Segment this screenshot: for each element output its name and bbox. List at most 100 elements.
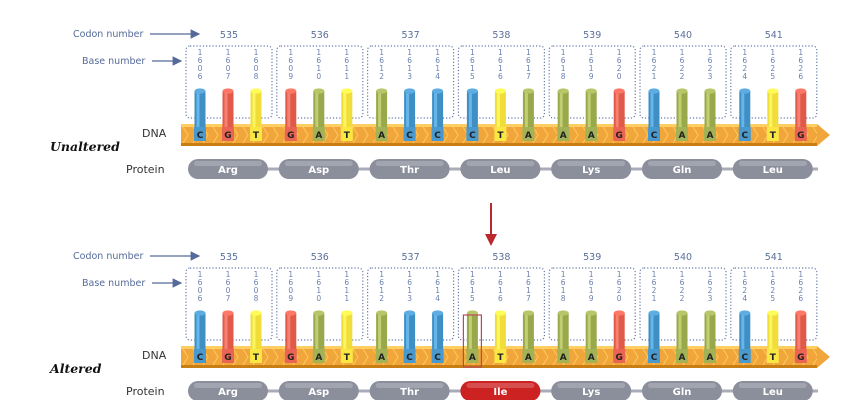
amino-acid-pill-shine xyxy=(557,383,626,388)
base-pin-shine xyxy=(769,91,773,128)
base-pin: 1 6 0 7 G xyxy=(222,270,234,363)
base-block xyxy=(494,349,507,363)
base-pin-top xyxy=(285,88,297,94)
base-pin-body xyxy=(432,91,444,128)
base-letter: A xyxy=(315,131,322,141)
base-pin-shine xyxy=(406,91,410,128)
codon-number: 539 xyxy=(583,252,601,263)
dna-strand-shadow xyxy=(181,143,817,146)
base-pin-top xyxy=(557,310,569,316)
base-pin-shine xyxy=(524,313,528,350)
base-pin-shine xyxy=(287,91,291,128)
base-letter: G xyxy=(616,353,623,363)
base-pin: 1 6 1 5 C xyxy=(466,48,479,141)
base-pin-top xyxy=(557,88,569,94)
amino-acid-label: Leu xyxy=(763,387,783,398)
codon-538: 538 1 6 1 5 A 1 6 1 6 T 1 6 1 7 A Ile xyxy=(457,252,545,400)
base-pin: 1 6 0 6 C xyxy=(194,48,206,141)
dna-strand-shadow xyxy=(181,365,817,368)
base-letter: A xyxy=(378,353,385,363)
base-pin-top xyxy=(795,88,807,94)
state-label: Unaltered xyxy=(50,139,120,154)
dna-strand-tip xyxy=(817,124,830,146)
base-pin-top xyxy=(613,310,625,316)
base-pin-top xyxy=(494,310,506,316)
base-pin: 1 6 1 4 C xyxy=(431,48,444,141)
dna-strand-tip xyxy=(817,346,830,368)
base-pin-body xyxy=(585,91,597,128)
base-block xyxy=(194,127,206,141)
dna-label: DNA xyxy=(142,127,167,140)
base-block xyxy=(704,349,716,363)
base-pin-top xyxy=(341,88,353,94)
codon-536: 536 1 6 0 9 G 1 6 1 0 A 1 6 1 1 T Asp xyxy=(276,30,364,179)
base-pin-shine xyxy=(196,313,200,350)
base-pin-body xyxy=(767,91,779,128)
codon-box xyxy=(276,267,364,341)
codon-535: 535 1 6 0 6 C 1 6 0 7 G 1 6 0 8 T Arg xyxy=(185,30,273,179)
codon-540: 540 1 6 2 1 C 1 6 2 2 A 1 6 2 3 A Gln xyxy=(639,30,727,179)
base-pin-shine xyxy=(378,91,382,128)
base-letter: A xyxy=(560,131,567,141)
base-pin-body xyxy=(739,91,751,128)
base-letter: G xyxy=(287,353,294,363)
amino-acid-pill xyxy=(369,159,450,179)
base-pin: 1 6 2 4 C xyxy=(738,48,751,141)
amino-acid-pill-shine xyxy=(557,161,626,166)
base-block xyxy=(284,127,297,141)
base-pin: 1 6 2 5 T xyxy=(766,48,779,141)
base-letter: C xyxy=(469,131,476,141)
base-number-label: Base number xyxy=(82,278,145,289)
base-letter: C xyxy=(651,131,658,141)
amino-acid-pill xyxy=(460,381,541,400)
base-block xyxy=(312,349,325,363)
codon-box xyxy=(639,45,727,119)
base-pin-body xyxy=(522,91,534,128)
base-pin-top xyxy=(522,88,534,94)
base-pin-body xyxy=(404,313,416,350)
codon-box xyxy=(457,45,545,119)
base-pin-shine xyxy=(315,91,319,128)
amino-acid-label: Leu xyxy=(490,165,510,176)
base-block xyxy=(403,349,416,363)
base-pin: 1 6 2 6 G xyxy=(794,48,807,141)
base-pin-top xyxy=(250,88,262,94)
base-pin-top xyxy=(222,310,234,316)
base-pin: 1 6 1 5 A xyxy=(466,270,479,363)
base-block xyxy=(222,349,234,363)
base-letter: C xyxy=(406,353,413,363)
base-pin-body xyxy=(648,91,660,128)
codon-box xyxy=(367,267,455,341)
base-letter: G xyxy=(797,353,804,363)
base-pin-shine xyxy=(587,313,591,350)
amino-acid-label: Arg xyxy=(218,387,238,398)
base-pin-body xyxy=(494,313,506,350)
amino-acid-pill-shine xyxy=(648,161,716,166)
base-pin-top xyxy=(739,310,751,316)
base-pin: 1 6 0 9 G xyxy=(284,48,297,141)
base-letter: A xyxy=(707,131,714,141)
base-block xyxy=(648,349,660,363)
base-block xyxy=(794,127,807,141)
mutation-highlight xyxy=(462,314,482,368)
base-pin-top xyxy=(466,88,478,94)
base-pin-shine xyxy=(468,313,472,350)
base-letter: C xyxy=(434,353,441,363)
amino-acid-pill-shine xyxy=(738,161,807,166)
base-pin-shine xyxy=(343,91,347,128)
protein-label: Protein xyxy=(126,163,165,176)
base-pin-body xyxy=(432,313,444,350)
